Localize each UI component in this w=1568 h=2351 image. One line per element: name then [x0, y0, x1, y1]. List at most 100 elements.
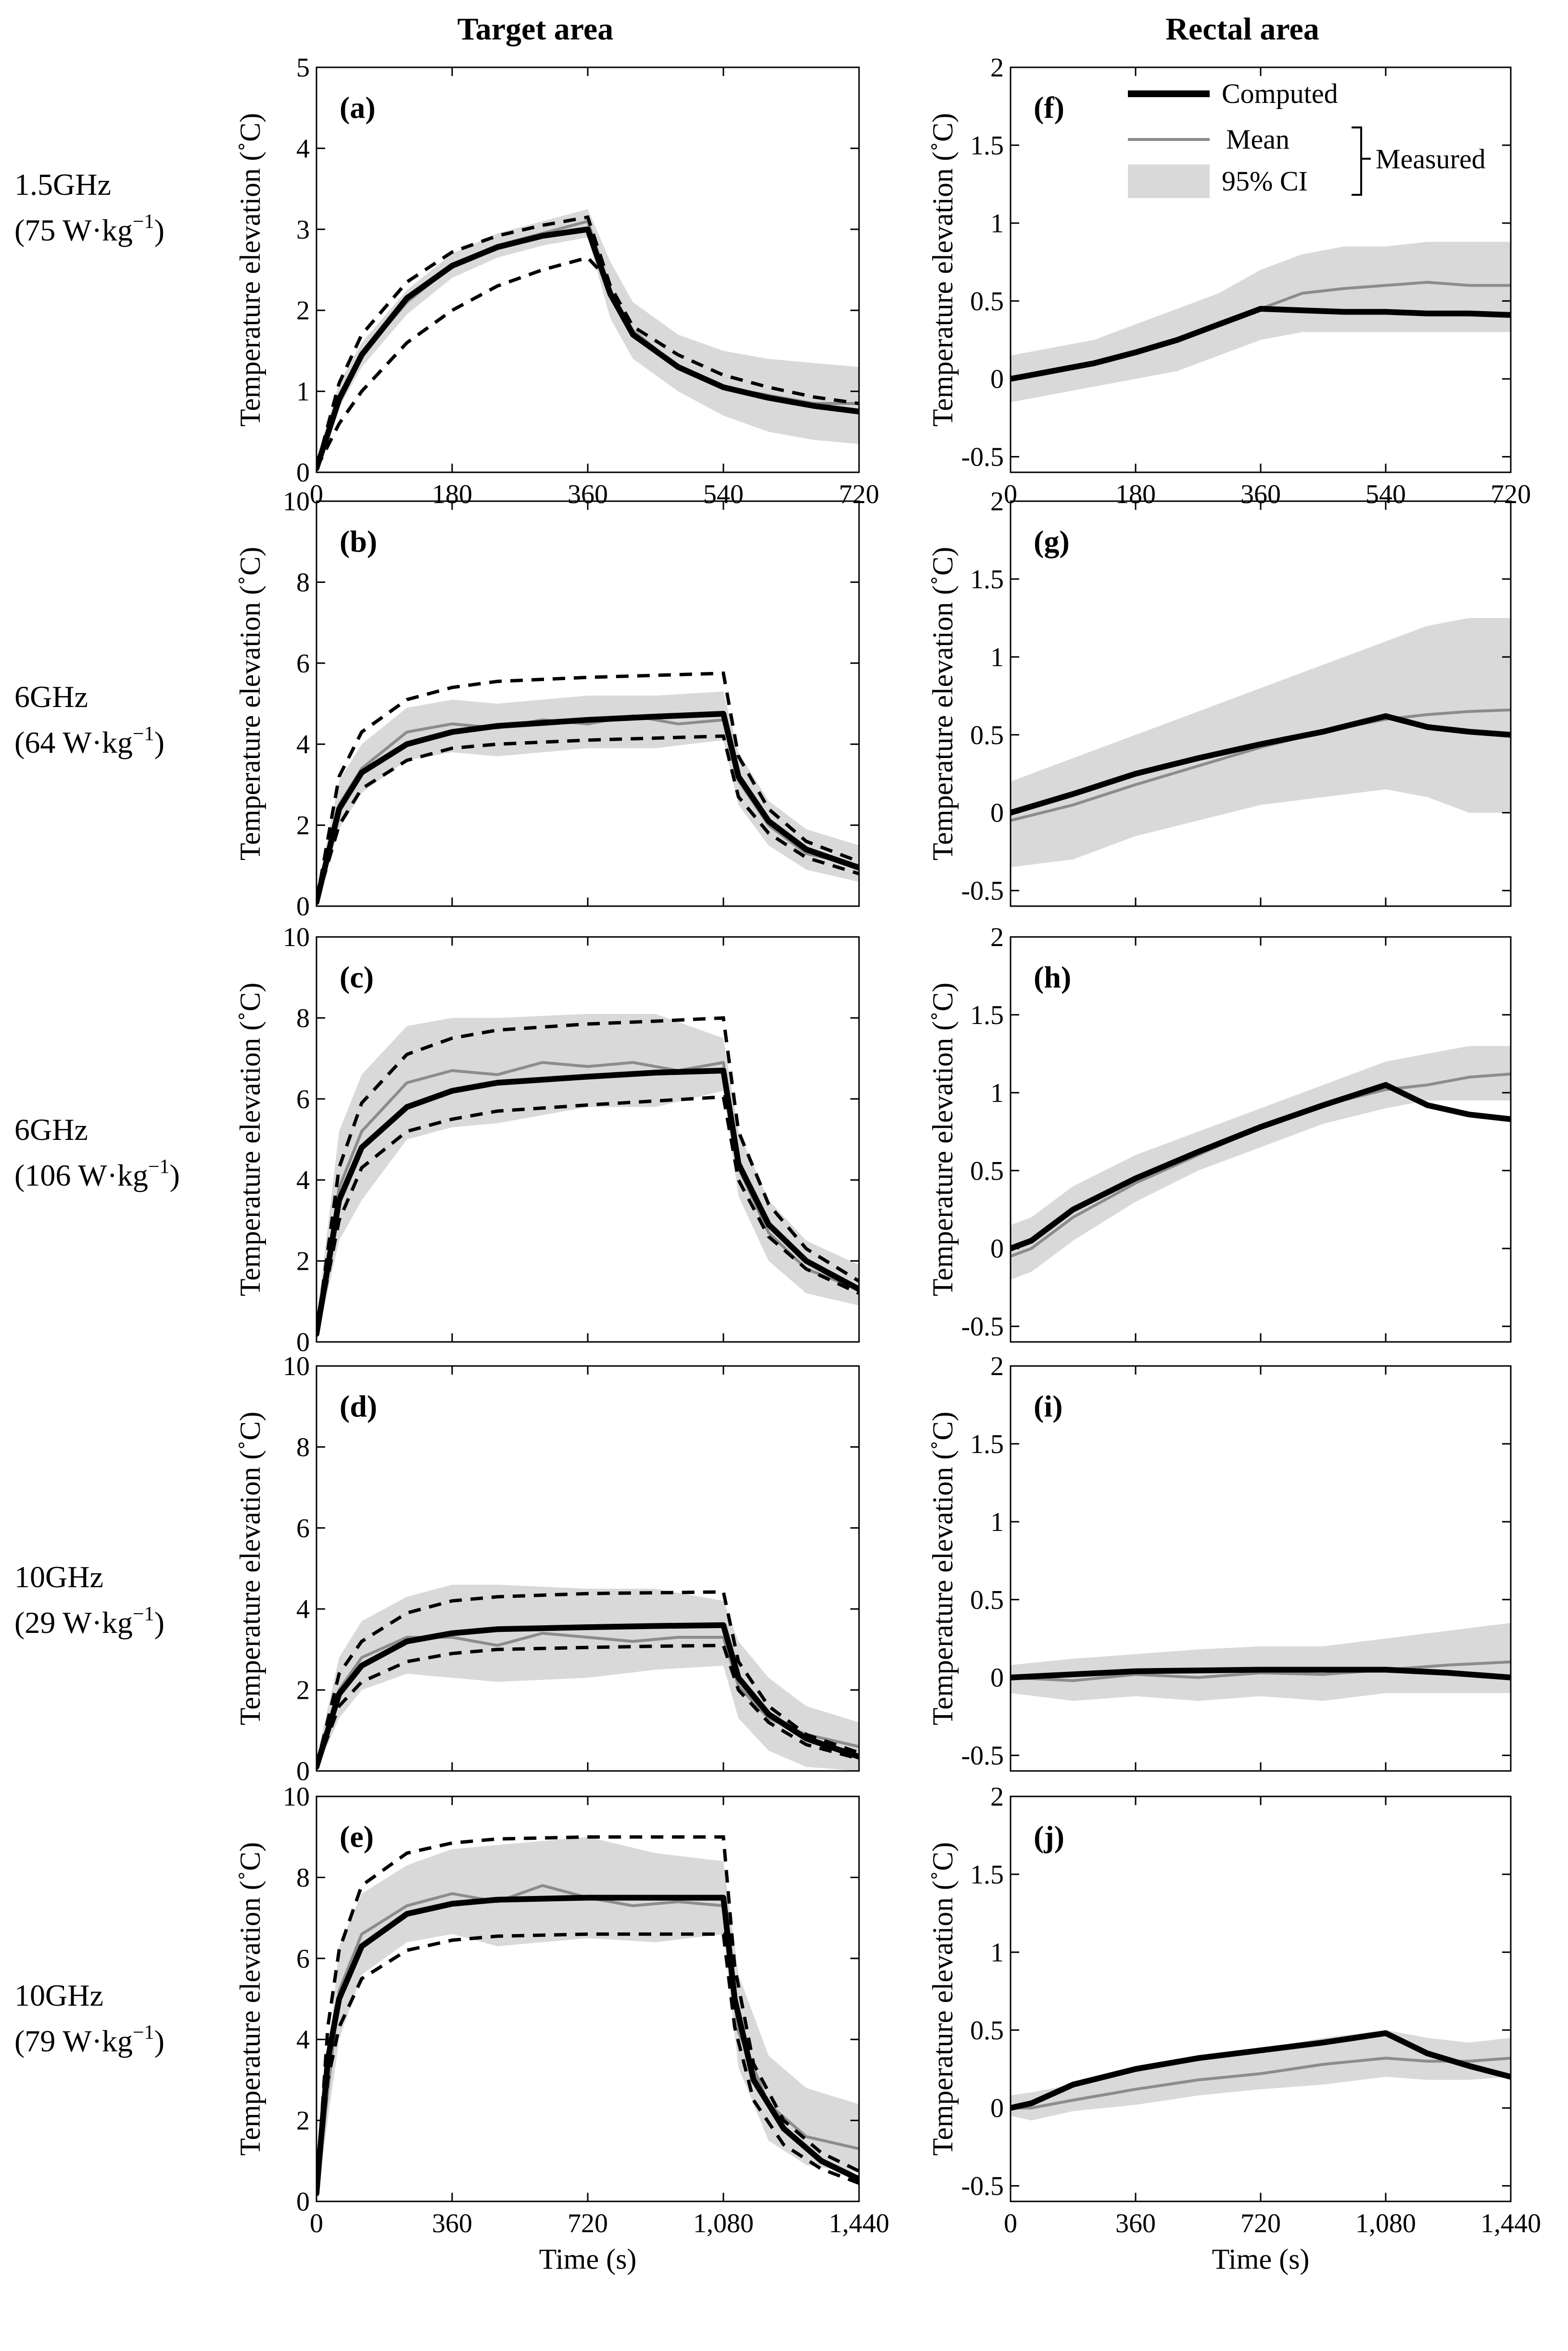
- ci-band: [316, 1014, 859, 1342]
- y-tick-label: 4: [296, 730, 310, 759]
- panel-label: (j): [1034, 1820, 1064, 1854]
- row-label-sar: (75 W·kg−1): [14, 211, 164, 247]
- x-tick-label: 1,440: [1480, 2209, 1541, 2238]
- x-tick-label: 720: [1240, 2209, 1281, 2238]
- upper-bound-line: [316, 1016, 859, 1334]
- y-tick-label: 4: [296, 2025, 310, 2055]
- y-tick-label: 0.5: [970, 720, 1004, 750]
- y-axis-label: Temperature elevation (˚C): [234, 983, 266, 1296]
- legend-mean-label: Mean: [1226, 124, 1290, 155]
- y-axis-label: Temperature elevation (˚C): [927, 983, 959, 1296]
- y-tick-label: 1.5: [970, 1000, 1004, 1030]
- lower-bound-line: [316, 1095, 859, 1334]
- plot-area: [316, 671, 859, 906]
- y-tick-label: 0: [296, 2187, 310, 2217]
- plot-area: [316, 1835, 859, 2201]
- y-tick-label: 6: [296, 1514, 310, 1543]
- lower-bound-line: [316, 734, 859, 903]
- computed-line: [316, 1067, 859, 1337]
- panel-g: -0.5 0 0.5 1 1.5 2 (g) Temperature elevation (˚…: [927, 487, 1512, 907]
- y-tick-label: -0.5: [961, 2172, 1004, 2201]
- y-axis-label: Temperature elevation (˚C): [927, 1412, 959, 1725]
- row-label-freq: 10GHz: [14, 1978, 103, 2012]
- y-tick-label: 2: [990, 1782, 1004, 1812]
- sar-exponent: −1: [133, 1603, 154, 1625]
- y-axis-label: Temperature elevation (˚C): [927, 113, 959, 427]
- plot-area: [316, 1584, 859, 1771]
- y-tick-label: 6: [296, 1944, 310, 1974]
- ci-band: [1011, 1623, 1511, 1701]
- row-label-freq: 10GHz: [14, 1560, 103, 1594]
- mean-line: [1011, 2057, 1511, 2110]
- y-tick-label: 8: [296, 1863, 310, 1893]
- y-tick-label: 8: [296, 568, 310, 597]
- sar-close: ): [154, 2024, 164, 2058]
- plot-area: [1011, 2030, 1511, 2121]
- axes-frame: [1010, 1795, 1512, 2202]
- y-tick-label: 5: [296, 53, 310, 83]
- y-tick-label: 0.5: [970, 1156, 1004, 1186]
- y-tick-label: 10: [283, 487, 310, 517]
- axes-frame: [1010, 1365, 1512, 1772]
- x-tick-label: 1,080: [693, 2209, 754, 2238]
- panel-h: -0.5 0 0.5 1 1.5 2 (h) Temperature elevation (˚…: [927, 923, 1512, 1343]
- sar-text: (75 W·kg: [14, 213, 133, 247]
- y-tick-label: 1.5: [970, 1860, 1004, 1890]
- y-tick-label: 1: [990, 1078, 1004, 1108]
- plot-area: [316, 209, 859, 472]
- panel-label: (i): [1034, 1389, 1062, 1423]
- y-tick-label: 2: [296, 1676, 310, 1706]
- panel-label: (a): [340, 90, 376, 125]
- panel-b: 0 2 4 6 8 10 (b) Temperature elevation (˚C): [234, 487, 860, 922]
- panel-label: (f): [1034, 90, 1064, 125]
- y-tick-label: 0: [990, 1234, 1004, 1264]
- row-labels: 1.5GHz(75 W·kg−1)6GHz(64 W·kg−1)6GHz(106…: [14, 167, 180, 2058]
- y-tick-label: 4: [296, 1594, 310, 1624]
- y-tick-label: 0: [296, 1327, 310, 1357]
- y-tick-label: 0: [990, 365, 1004, 394]
- y-tick-label: 1.5: [970, 131, 1004, 161]
- sar-close: ): [154, 1605, 164, 1640]
- plot-area: [1011, 1046, 1511, 1280]
- computed-line: [1011, 1082, 1511, 1251]
- y-tick-label: 1: [990, 209, 1004, 239]
- panel-label: (c): [340, 960, 374, 994]
- panel-i: -0.5 0 0.5 1 1.5 2 (i) Temperature elevation (˚…: [927, 1352, 1512, 1772]
- y-tick-label: 10: [283, 1352, 310, 1381]
- sar-close: ): [170, 1158, 180, 1192]
- ci-band: [316, 691, 859, 906]
- y-tick-label: 0: [296, 1757, 310, 1786]
- y-tick-label: 2: [296, 1247, 310, 1277]
- panel-label: (d): [340, 1389, 377, 1423]
- panel-f: -0.500.511.520 180 360 540 720(f)Temperature…: [927, 53, 1531, 509]
- upper-bound-line: [316, 1590, 859, 1768]
- y-tick-label: 1.5: [970, 565, 1004, 594]
- y-tick-label: 4: [296, 1165, 310, 1195]
- y-tick-label: -0.5: [961, 1741, 1004, 1771]
- column-title-target: Target area: [457, 12, 613, 47]
- computed-line: [1011, 306, 1511, 382]
- x-axis-label: Time (s): [539, 2243, 637, 2275]
- legend-measured-label: Measured: [1376, 143, 1486, 175]
- x-tick-label: 360: [432, 2209, 472, 2238]
- y-tick-label: 0.5: [970, 2016, 1004, 2046]
- sar-text: (64 W·kg: [14, 725, 133, 759]
- y-tick-label: 10: [283, 1782, 310, 1812]
- legend: Computed Mean 95% CI Measured: [1128, 78, 1486, 198]
- mean-line: [316, 1061, 859, 1334]
- panel-c: 0 2 4 6 8 10 (c) Temperature elevation (˚C): [234, 923, 860, 1357]
- computed-line: [1011, 1667, 1511, 1681]
- upper-bound-line: [316, 671, 859, 903]
- upper-bound-line: [316, 215, 859, 469]
- y-tick-label: 8: [296, 1003, 310, 1033]
- x-tick-label: 360: [1115, 2209, 1156, 2238]
- ci-band: [316, 209, 859, 472]
- x-tick-label: 0: [1004, 2209, 1017, 2238]
- y-axis-label: Temperature elevation (˚C): [927, 547, 959, 860]
- lower-bound-line: [316, 1643, 859, 1768]
- computed-line: [316, 1622, 859, 1770]
- panel-label: (g): [1034, 524, 1070, 558]
- y-tick-label: 0: [990, 1663, 1004, 1693]
